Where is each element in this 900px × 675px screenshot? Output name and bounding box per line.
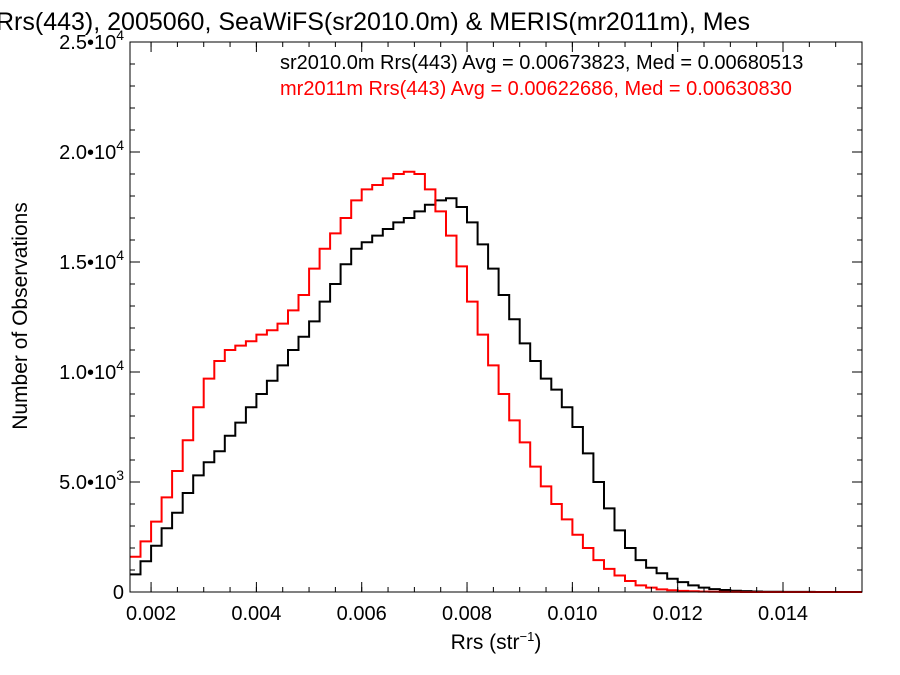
x-tick-label: 0.008 (442, 603, 492, 625)
y-tick-label: 1.0•104 (59, 357, 124, 384)
y-axis: 0 5.0•103 1.0•104 1.5•104 2.0•104 2.5•104 (59, 27, 862, 604)
y-tick-label: 2.5•104 (59, 27, 124, 54)
x-axis: 0.002 0.004 0.006 0.008 0.010 0.012 0.014 (126, 42, 837, 625)
x-tick-label: 0.010 (547, 603, 597, 625)
y-tick-label: 2.0•104 (59, 137, 124, 164)
x-axis-title-main: Rrs (str (451, 631, 520, 654)
x-tick-label: 0.012 (653, 603, 703, 625)
x-tick-label: 0.006 (337, 603, 387, 625)
x-axis-title: Rrs (str−1) (451, 629, 542, 654)
chart-title: Rrs(443), 2005060, SeaWiFS(sr2010.0m) & … (0, 8, 750, 36)
x-axis-title-sup: −1 (520, 629, 535, 644)
series-line-1 (130, 170, 862, 593)
annotation-mr2011-stats: mr2011m Rrs(443) Avg = 0.00622686, Med =… (280, 78, 792, 100)
y-tick-label: 0 (113, 582, 124, 604)
y-tick-label: 1.5•104 (59, 247, 124, 274)
series-line-0 (130, 197, 862, 593)
plot-frame (129, 41, 863, 593)
y-tick-label: 5.0•103 (59, 467, 124, 494)
x-axis-title-close: ) (534, 631, 541, 654)
series-layer (130, 170, 862, 593)
x-tick-label: 0.004 (231, 603, 281, 625)
annotation-sr2010-stats: sr2010.0m Rrs(443) Avg = 0.00673823, Med… (280, 52, 803, 74)
x-tick-label: 0.014 (758, 603, 808, 625)
y-axis-title: Number of Observations (9, 202, 32, 430)
x-tick-label: 0.002 (126, 603, 176, 625)
